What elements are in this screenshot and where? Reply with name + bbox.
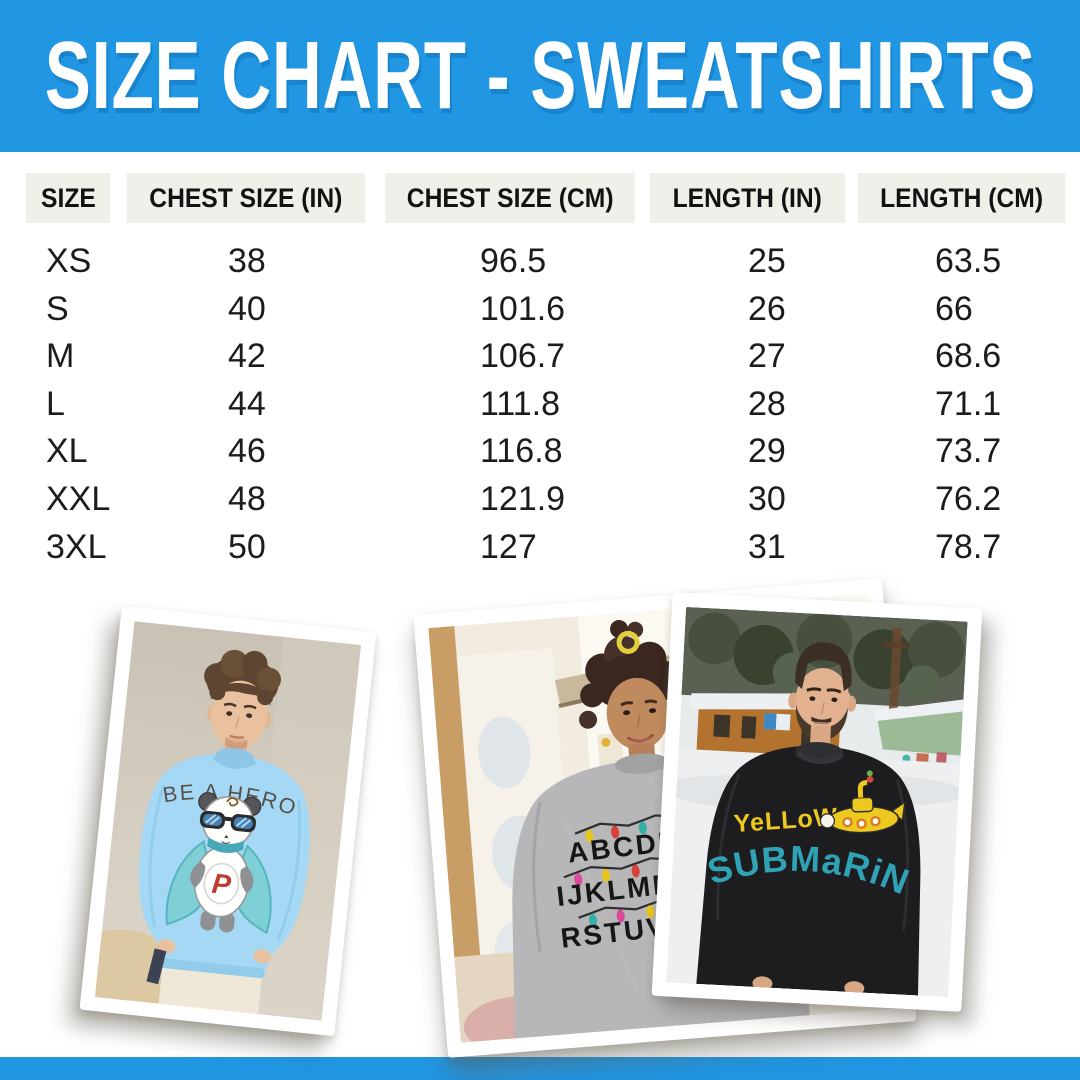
cell-chest-cm: 127 [480,527,537,566]
cell-length-cm: 78.7 [935,527,1002,566]
cell-chest-cm: 111.8 [480,384,561,423]
beard [796,704,848,741]
cell-size: S [46,289,69,328]
cell-size: 3XL [46,527,107,566]
cell-length-in: 30 [748,479,786,518]
photo-submarine-sweatshirt: YeLLoW SUBMaRiNe [651,592,983,1012]
cell-size: XXL [46,479,111,518]
cell-size: XL [46,432,88,471]
superhero-panda-icon: P [165,792,272,935]
table-row: XS 38 96.5 25 63.5 [0,238,1080,286]
table-row: 3XL 50 127 31 78.7 [0,524,1080,572]
column-header-size: SIZE [26,173,110,223]
cell-length-in: 28 [748,384,786,423]
page-title: SIZE CHART - SWEATSHIRTS [44,22,1036,129]
column-header-chest-cm: CHEST SIZE (CM) [385,173,635,223]
cell-chest-in: 50 [228,527,266,566]
cell-chest-in: 46 [228,432,266,471]
cell-length-in: 27 [748,337,786,376]
table-row: M 42 106.7 27 68.6 [0,333,1080,381]
panda-sunglasses [199,810,256,833]
column-header-chest-in: CHEST SIZE (IN) [127,173,365,223]
cell-chest-in: 40 [228,289,266,328]
cell-length-cm: 76.2 [935,479,1002,518]
column-header-length-in: LENGTH (IN) [650,173,845,223]
submarine-sweatshirt-photo-illustration: YeLLoW SUBMaRiNe [666,606,968,998]
cell-chest-cm: 101.6 [480,289,566,328]
monogram-p: P [210,868,232,901]
cell-chest-in: 38 [228,242,266,280]
be-a-hero-print: BE A HERO P [159,774,302,935]
cell-length-in: 25 [748,242,786,280]
cell-length-cm: 66 [935,289,973,328]
cell-length-cm: 73.7 [935,432,1002,471]
submarine-icon [819,770,906,834]
cell-length-cm: 63.5 [935,242,1002,280]
panda-sweatshirt-photo-illustration: BE A HERO P [94,621,362,1021]
cell-chest-cm: 121.9 [480,479,566,518]
column-header-length-cm: LENGTH (CM) [858,173,1065,223]
model-man-3 [788,642,857,749]
size-table-body: XS 38 96.5 25 63.5 S 40 101.6 26 66 M 42… [0,238,1080,571]
yellow-scrunchie [616,630,640,654]
cell-chest-cm: 106.7 [480,337,566,376]
banner: SIZE CHART - SWEATSHIRTS [0,0,1080,152]
earring [601,737,611,747]
pants [158,967,262,1015]
cell-chest-cm: 96.5 [480,242,547,280]
model-man-1 [204,649,282,764]
table-row: XXL 48 121.9 30 76.2 [0,476,1080,524]
table-row: L 44 111.8 28 71.1 [0,381,1080,429]
cell-length-in: 29 [748,432,786,471]
table-row: XL 46 116.8 29 73.7 [0,428,1080,476]
cell-chest-in: 48 [228,479,266,518]
cell-size: XS [46,242,92,280]
model-woman [579,620,696,767]
footer-bar [0,1057,1080,1080]
cell-size: M [46,337,75,376]
table-row: S 40 101.6 26 66 [0,286,1080,334]
photo-panda-sweatshirt: BE A HERO P [79,605,377,1037]
cell-length-cm: 71.1 [935,384,1002,423]
cell-chest-in: 42 [228,337,266,376]
cell-chest-in: 44 [228,384,266,423]
cell-length-in: 31 [748,527,786,566]
cell-chest-cm: 116.8 [480,432,563,471]
cell-length-cm: 68.6 [935,337,1002,376]
cell-length-in: 26 [748,289,786,328]
cell-size: L [46,384,65,423]
background-green-roof [872,699,964,765]
